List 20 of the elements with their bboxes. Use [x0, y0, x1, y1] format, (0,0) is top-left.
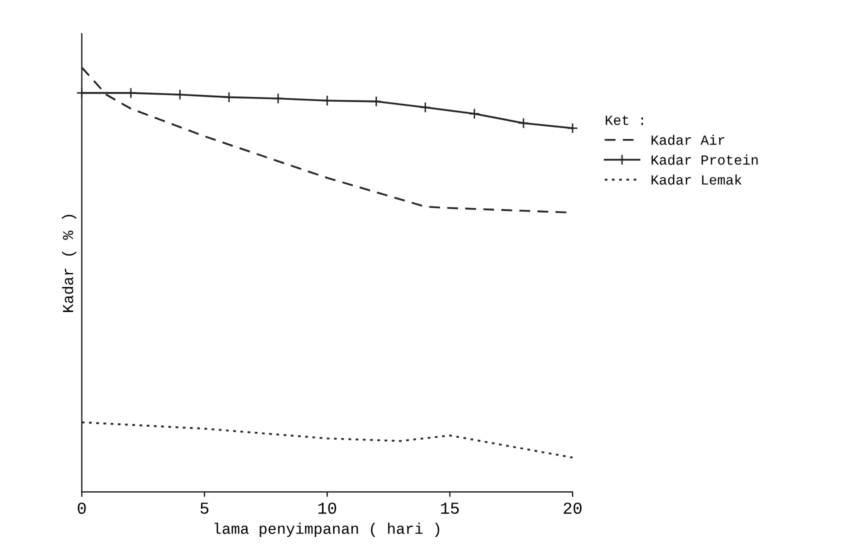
- point: [125, 87, 136, 99]
- point: [567, 122, 578, 134]
- y-axis-title: Kadar ( % ): [62, 214, 76, 312]
- x-tick-label: 10: [318, 502, 336, 514]
- legend-title: Ket :: [606, 116, 643, 125]
- point: [76, 87, 88, 99]
- x-tick-label: 0: [78, 502, 86, 514]
- point: [420, 102, 431, 113]
- point: [272, 92, 284, 104]
- point: [468, 108, 480, 120]
- legend-label: Kadar Air: [652, 134, 724, 145]
- point: [518, 118, 530, 129]
- x-axis-title: lama penyimpanan ( hari ): [214, 522, 440, 537]
- legend-label: Kadar Protein: [652, 154, 758, 165]
- x-tick-label: 5: [200, 502, 208, 514]
- x-tick-label: 15: [441, 502, 459, 514]
- x-tick-label: 20: [564, 502, 582, 514]
- point: [322, 95, 333, 106]
- point: [370, 96, 382, 108]
- legend-label: Kadar Lemak: [652, 174, 742, 185]
